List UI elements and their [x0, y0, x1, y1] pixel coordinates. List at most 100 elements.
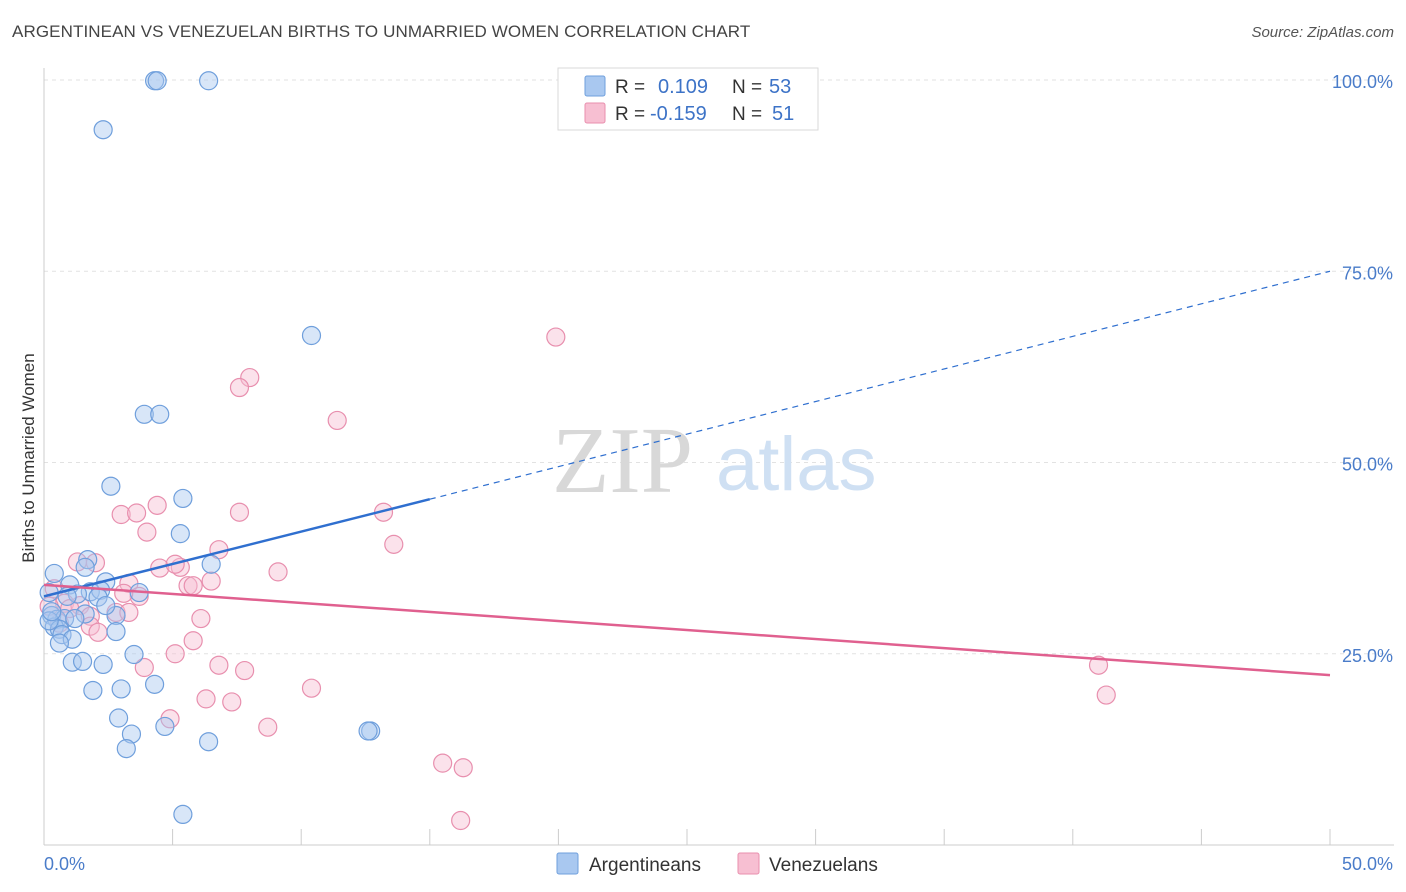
- venezuelan-point: [384, 534, 404, 554]
- argentinean-point: [173, 488, 193, 509]
- argentinean-point: [72, 651, 93, 672]
- argentinean-point: [65, 608, 85, 629]
- gridlines: [44, 79, 1394, 655]
- argentinean-point: [108, 708, 129, 728]
- venezuelan-point: [451, 810, 471, 831]
- series-legend: Argentineans Venezuelans: [556, 852, 878, 876]
- y-tick-label: 75.0%: [1342, 263, 1393, 283]
- venezuelan-point: [111, 504, 131, 525]
- y-tick-label: 100.0%: [1332, 72, 1393, 92]
- bottom-legend-label-venezuelans: Venezuelans: [769, 855, 878, 876]
- x-tick-label-max: 50.0%: [1342, 854, 1393, 874]
- venezuelan-point: [196, 689, 216, 709]
- argentinean-point: [124, 644, 144, 665]
- argentinean-point: [96, 595, 116, 616]
- argentineans-series: [39, 71, 381, 825]
- argentinean-point: [106, 605, 126, 626]
- argentineans-trend-line: [43, 498, 431, 598]
- legend-swatch-argentineans: [584, 75, 606, 97]
- argentinean-point: [93, 654, 113, 675]
- argentinean-point: [147, 71, 167, 91]
- argentinean-point: [75, 557, 95, 577]
- legend-r-label-venezuelans: R =: [615, 104, 645, 125]
- argentinean-point: [101, 476, 121, 496]
- y-tick-label: 50.0%: [1342, 455, 1393, 475]
- venezuelan-point: [1096, 685, 1116, 705]
- venezuelan-point: [546, 327, 566, 347]
- venezuelan-point: [165, 644, 185, 664]
- legend-swatch-venezuelans: [584, 102, 606, 124]
- legend-r-label-argentineans: R =: [615, 77, 645, 98]
- venezuelan-point: [201, 571, 221, 591]
- venezuelan-point: [1088, 655, 1109, 675]
- bottom-legend-swatch-venezuelans: [737, 852, 760, 875]
- venezuelan-point: [137, 522, 157, 542]
- venezuelan-point: [80, 616, 100, 636]
- argentinean-point: [42, 602, 62, 622]
- argentinean-point: [199, 732, 219, 752]
- argentinean-point: [155, 716, 175, 737]
- venezuelan-point: [183, 631, 203, 651]
- legend-n-value-argentineans: 53: [769, 76, 791, 98]
- source-credit: Source: ZipAtlas.com: [1251, 24, 1394, 41]
- argentinean-point: [150, 404, 170, 424]
- venezuelan-point: [268, 562, 288, 582]
- argentinean-point: [134, 404, 154, 424]
- argentinean-point: [199, 71, 219, 91]
- venezuelan-point: [327, 410, 347, 431]
- venezuelan-point: [235, 660, 255, 681]
- venezuelan-point: [209, 655, 229, 675]
- argentinean-point: [201, 554, 221, 574]
- venezuelan-point: [183, 576, 203, 596]
- argentinean-point: [301, 325, 322, 346]
- argentinean-point: [49, 633, 70, 653]
- bottom-legend-swatch-argentineans: [556, 852, 579, 875]
- argentinean-point: [111, 679, 131, 699]
- argentinean-point: [121, 724, 142, 744]
- argentinean-point: [75, 604, 95, 624]
- argentinean-point: [93, 120, 113, 140]
- venezuelans-trend-line: [43, 583, 1331, 677]
- legend-n-label-argentineans: N =: [732, 77, 762, 98]
- stats-legend: R = 0.109 N = 53 R = -0.159 N = 51: [557, 67, 819, 131]
- venezuelan-point: [240, 367, 260, 388]
- venezuelans-series: [39, 327, 1116, 831]
- venezuelan-point: [114, 583, 134, 603]
- chart-title: ARGENTINEAN VS VENEZUELAN BIRTHS TO UNMA…: [12, 22, 751, 41]
- argentinean-point: [62, 652, 82, 672]
- trend-lines: [43, 270, 1331, 677]
- venezuelan-point: [126, 503, 147, 523]
- argentinean-point: [144, 674, 165, 694]
- venezuelan-point: [258, 717, 278, 737]
- argentinean-point: [83, 680, 103, 701]
- venezuelan-point: [301, 678, 322, 698]
- venezuelan-point: [134, 657, 154, 678]
- watermark-atlas: atlas: [716, 422, 877, 507]
- venezuelan-point: [433, 753, 453, 773]
- venezuelan-point: [453, 758, 473, 778]
- venezuelan-point: [222, 692, 242, 712]
- legend-r-value-venezuelans: -0.159: [650, 103, 707, 125]
- argentinean-point: [170, 524, 190, 544]
- bottom-legend-label-argentineans: Argentineans: [589, 855, 701, 876]
- y-axis-label: Births to Unmarried Women: [19, 353, 38, 562]
- watermark-zip: ZIP: [552, 409, 693, 513]
- venezuelan-point: [88, 622, 108, 642]
- legend-r-value-argentineans: 0.109: [658, 76, 708, 98]
- legend-n-label-venezuelans: N =: [732, 104, 762, 125]
- argentinean-point: [106, 621, 126, 642]
- argentineans-trend-extension: [429, 270, 1331, 500]
- venezuelan-point: [191, 608, 211, 629]
- legend-n-value-venezuelans: 51: [772, 103, 794, 125]
- venezuelan-point: [147, 495, 167, 515]
- y-tick-labels: 25.0% 50.0% 75.0% 100.0%: [1332, 72, 1393, 666]
- x-axis-ticks: [43, 829, 1331, 845]
- venezuelan-point: [229, 502, 250, 522]
- argentinean-point: [44, 563, 64, 584]
- argentinean-point: [116, 739, 136, 759]
- argentinean-point: [173, 804, 193, 825]
- argentinean-point: [62, 629, 82, 649]
- argentinean-point: [78, 550, 98, 570]
- x-tick-label-min: 0.0%: [44, 854, 85, 874]
